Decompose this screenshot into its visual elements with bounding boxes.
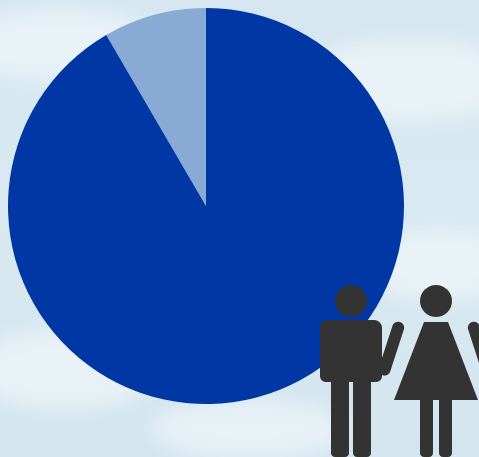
pie-slice-1 xyxy=(7,8,405,405)
man-woman-icon xyxy=(320,285,479,457)
cloud xyxy=(150,400,350,457)
pie-slice-2 xyxy=(106,8,206,206)
man-icon xyxy=(320,285,382,457)
woman-icon xyxy=(378,285,479,457)
